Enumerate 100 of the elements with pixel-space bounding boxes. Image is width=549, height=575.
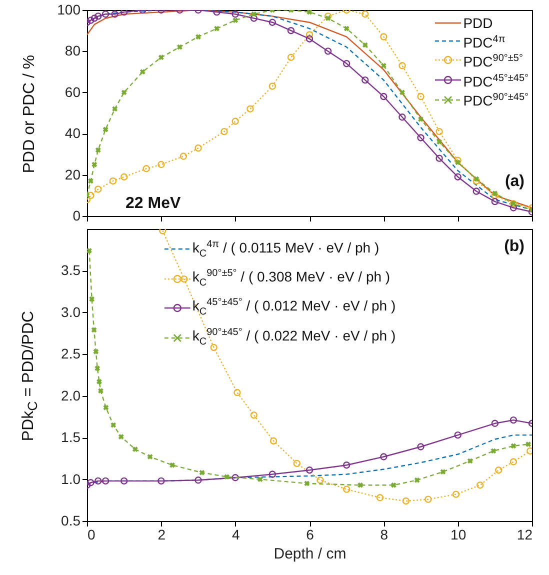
point [87, 479, 94, 486]
point [270, 437, 278, 445]
point [94, 477, 102, 485]
point [220, 128, 228, 136]
point [467, 458, 473, 464]
point [417, 443, 424, 450]
point [96, 378, 102, 384]
point [492, 190, 498, 196]
point [417, 92, 424, 100]
point [424, 496, 432, 503]
point [380, 453, 388, 460]
point [142, 165, 150, 172]
point [325, 16, 331, 21]
legend-label: PDC$^{90°±45°}$ [463, 91, 528, 110]
point [306, 31, 314, 38]
point [342, 486, 350, 493]
point [402, 497, 410, 505]
y-tick-label: 1.5 [61, 429, 81, 446]
y-axis-title: PDD or PDC / % [21, 54, 39, 173]
point [109, 177, 117, 185]
point [491, 192, 499, 199]
y-tick-label: 60 [64, 84, 81, 100]
point [111, 10, 118, 18]
point [454, 173, 462, 180]
point [250, 14, 258, 22]
point [526, 442, 532, 447]
point [94, 366, 100, 372]
y-tick-label: 40 [64, 125, 81, 142]
legend-label: k$_{C}$$^{4π}$ / ( 0.0115 MeV · eV / ph ) [192, 238, 380, 261]
point [287, 27, 295, 34]
annotation: (a) [504, 172, 524, 190]
legend-label: PDD [463, 14, 493, 30]
point [87, 248, 92, 254]
point [452, 490, 460, 498]
point [199, 470, 205, 476]
x-tick-label: 6 [306, 526, 314, 542]
point [110, 422, 116, 428]
point [472, 188, 480, 195]
point [224, 474, 230, 480]
point [147, 454, 153, 460]
point [87, 192, 94, 199]
point [306, 466, 314, 474]
point [268, 82, 276, 90]
point [88, 178, 94, 184]
point [362, 42, 368, 48]
legend-label: PDC$^{4π}$ [463, 32, 506, 50]
point [414, 477, 420, 483]
legend-label: k$_{C}$$^{45°±45°}$ / ( 0.012 MeV · eV / ph ) [192, 296, 396, 320]
annotation: 22 MeV [126, 194, 181, 212]
point [436, 139, 442, 145]
point [232, 10, 239, 18]
point [306, 35, 314, 42]
point [418, 116, 424, 122]
x-tick-label: 4 [232, 526, 240, 542]
point [510, 204, 518, 212]
point [358, 482, 364, 488]
point [158, 160, 165, 168]
point [194, 144, 202, 152]
point [170, 462, 176, 468]
point [324, 12, 332, 20]
y-tick-label: 2.5 [61, 346, 81, 362]
point [112, 106, 118, 112]
point [257, 476, 263, 482]
annotation: (b) [504, 238, 524, 256]
point [91, 327, 97, 333]
point [102, 126, 108, 132]
y-tick-label: 80 [64, 42, 81, 59]
point [93, 348, 99, 354]
point [232, 118, 239, 125]
point [342, 462, 350, 469]
legend-label: k$_{C}$$^{90°±5°}$ / ( 0.308 MeV · eV / ph ) [192, 266, 390, 290]
point [102, 10, 110, 18]
point [94, 12, 102, 20]
point [194, 476, 202, 484]
point [362, 10, 369, 18]
point [380, 62, 386, 68]
point [176, 44, 182, 50]
point [472, 177, 480, 185]
point [344, 26, 350, 32]
point [293, 460, 300, 468]
point [158, 54, 164, 60]
point [214, 26, 220, 32]
point [491, 420, 499, 427]
point [436, 154, 443, 162]
point [398, 62, 406, 70]
point [250, 411, 258, 419]
point [304, 480, 310, 486]
x-tick-label: 10 [450, 526, 466, 542]
point [92, 162, 98, 168]
y-tick-label: 3.5 [61, 262, 81, 278]
point [118, 434, 124, 440]
x-tick-label: 8 [380, 526, 388, 542]
x-tick-label: 0 [88, 526, 96, 542]
point [210, 344, 218, 352]
point [159, 229, 166, 234]
point [316, 476, 324, 484]
point [495, 466, 502, 474]
legend-label: PDC$^{90°±5°}$ [463, 52, 523, 70]
point [287, 54, 295, 61]
point [454, 431, 462, 439]
